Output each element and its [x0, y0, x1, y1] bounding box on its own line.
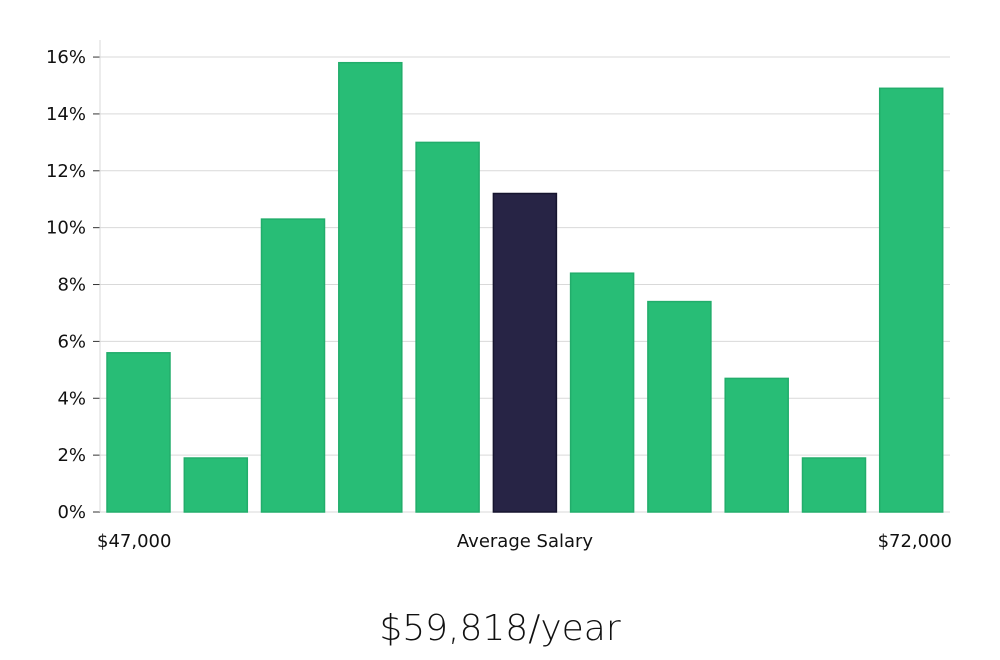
y-axis-ticks: 0% 2% 4% 6% 8% 10% 12% 14% 16%	[46, 47, 100, 523]
bar	[415, 141, 480, 513]
bar	[260, 218, 326, 513]
y-tick-label: 4%	[57, 388, 86, 409]
y-tick-label: 16%	[46, 47, 86, 68]
bar	[801, 457, 867, 513]
y-tick-label: 12%	[46, 161, 86, 182]
y-tick-label: 14%	[46, 104, 86, 125]
bar	[106, 352, 171, 513]
y-tick-label: 2%	[57, 445, 86, 466]
x-label-min-salary: $47,000	[97, 531, 171, 552]
bar	[569, 272, 635, 513]
bar	[338, 61, 403, 513]
y-tick-label: 0%	[57, 502, 86, 523]
salary-histogram: 0% 2% 4% 6% 8% 10% 12% 14% 16% $47,000 Average S…	[46, 40, 952, 552]
x-label-max-salary: $72,000	[878, 531, 952, 552]
bars	[106, 61, 944, 513]
bar-average-salary	[492, 192, 558, 513]
y-tick-label: 8%	[57, 275, 86, 296]
bar	[183, 457, 249, 513]
bar	[724, 377, 789, 513]
x-label-average-salary: Average Salary	[457, 531, 594, 552]
y-tick-label: 10%	[46, 218, 86, 239]
y-tick-label: 6%	[57, 331, 86, 352]
average-salary-value: $59,818/year	[379, 608, 621, 649]
bar	[878, 87, 944, 513]
bar	[647, 300, 712, 513]
